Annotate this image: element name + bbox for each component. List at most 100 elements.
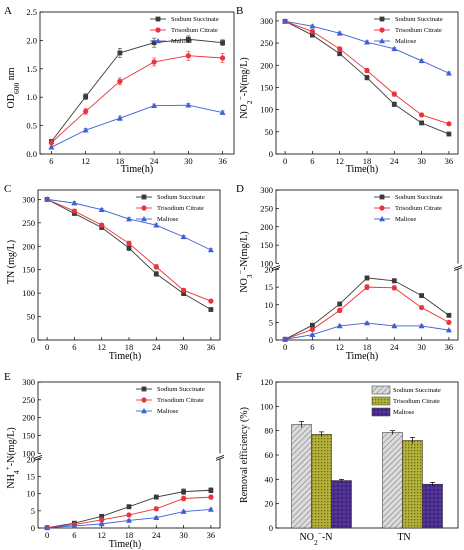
x-tick-label: 0 [45,530,49,540]
data-point [391,322,398,329]
legend-label-0: Sodium Succinate [395,194,443,201]
data-point [151,40,157,46]
x-tick-label: 24 [150,156,159,166]
legend-marker-2 [141,216,147,222]
data-point [418,322,425,329]
legend-label-2: Maltose [171,38,192,45]
panel-b: B NO2−-N(mg/L) Time(h) 0 50 100 150 200 250 30… [236,5,459,175]
legend-marker-1 [379,205,385,211]
panel-e-ylabel: NH4+-N(mg/L) [3,427,21,488]
series-line-0 [51,38,223,142]
legend-label-2: Maltose [157,408,178,415]
panel-a-xlabel: Time(h) [121,164,153,175]
panel-c-letter: C [4,183,11,195]
data-point [71,522,78,529]
data-point [446,319,452,325]
legend-marker-0 [141,386,147,392]
y-tick-label: 2.5 [26,7,37,17]
data-point [309,326,315,333]
y-tick-label: 0 [269,149,273,159]
data-point [419,120,424,126]
axis-break-mark [33,455,43,459]
data-point [336,30,343,36]
data-point [126,240,132,247]
y-tick-label: 80 [265,426,274,436]
data-point [71,200,78,206]
legend-label-0: Sodium Succinate [157,194,205,201]
axis-break-gap-left [273,263,279,270]
data-point [126,517,132,523]
x-tick-label: 0 [45,342,49,352]
panel-c-xlabel: Time(h) [109,351,141,362]
legend-label-2: Maltose [157,216,178,223]
y-tick-label: 15 [265,282,274,292]
data-point [337,51,343,57]
data-point [419,293,424,298]
panel-d-xlabel: Time(h) [346,351,378,362]
x-tick-label: 12 [81,156,90,166]
data-point [83,108,89,114]
legend-marker-0 [141,194,147,200]
y-tick-label: 200 [22,241,35,251]
data-point [336,322,343,329]
axis-break-gap-right [217,453,223,460]
data-point [44,524,51,530]
data-point [391,101,397,107]
x-tick-label: 24 [152,530,161,540]
data-point [99,222,105,228]
axis-break-mark [215,457,225,461]
legend-marker-1 [141,397,147,403]
data-point [48,140,55,146]
data-point [82,127,89,133]
data-point [117,50,123,56]
data-point [207,247,214,253]
panel-b-letter: B [236,5,243,17]
data-point [219,109,226,115]
legend-marker-2 [155,38,161,44]
data-point [309,23,316,29]
data-point [71,208,77,214]
y-tick-label: 1.0 [26,92,37,102]
legend-label-2: Maltose [395,216,416,223]
legend-marker-1 [141,205,147,211]
data-point [391,285,397,291]
bar [402,440,423,529]
axis-break-gap-right [455,263,461,270]
data-point [207,506,214,512]
series-line-2 [51,104,223,148]
y-tick-label: 5 [269,317,273,327]
data-point [310,322,315,328]
y-tick-label: 10 [265,300,274,310]
x-tick-label: 18 [363,342,372,352]
plot-frame [37,189,221,341]
data-point [418,57,425,64]
data-point [117,78,123,84]
x-tick-label: 24 [390,156,399,166]
x-tick-label: 0 [283,156,287,166]
data-point [337,46,343,52]
plot-frame [275,189,459,341]
data-point [181,287,187,293]
panel-d-letter: D [236,183,244,195]
panel-b-ylabel: NO2−-N(mg/L) [236,57,254,118]
x-tick-label: 6 [72,530,76,540]
x-tick-label: 36 [218,156,227,166]
x-tick-label: 6 [310,342,314,352]
legend-marker-0 [155,16,161,22]
x-tick-label: 18 [116,156,125,166]
data-point [126,512,132,518]
data-point [180,508,187,514]
axis-break-mark [453,265,463,269]
x-tick-label: 0 [283,342,287,352]
data-point [181,291,186,296]
panel-a: A OD600 nm Time(h) 0.0 0.5 1.0 1.5 2.0 2.5 6 12… [4,5,235,175]
y-tick-label: 0 [31,523,35,533]
data-point [126,245,132,251]
panel-e-letter: E [4,371,11,383]
y-tick-label: 15 [27,472,36,482]
bar [422,483,443,529]
data-point [391,91,397,97]
data-point [208,494,214,500]
legend-label-1: Trisodium Citrate [157,397,204,404]
data-point [83,94,89,100]
